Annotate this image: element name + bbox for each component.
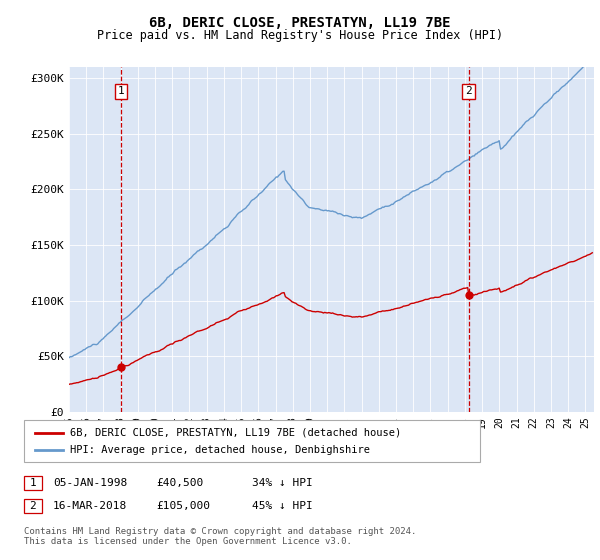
- Text: 1: 1: [118, 86, 124, 96]
- Text: 2: 2: [29, 501, 37, 511]
- Text: £105,000: £105,000: [156, 501, 210, 511]
- Text: 1: 1: [29, 478, 37, 488]
- Text: 34% ↓ HPI: 34% ↓ HPI: [252, 478, 313, 488]
- Text: 45% ↓ HPI: 45% ↓ HPI: [252, 501, 313, 511]
- Text: HPI: Average price, detached house, Denbighshire: HPI: Average price, detached house, Denb…: [70, 445, 370, 455]
- Text: 6B, DERIC CLOSE, PRESTATYN, LL19 7BE (detached house): 6B, DERIC CLOSE, PRESTATYN, LL19 7BE (de…: [70, 428, 401, 437]
- Text: Contains HM Land Registry data © Crown copyright and database right 2024.
This d: Contains HM Land Registry data © Crown c…: [24, 526, 416, 546]
- Text: 16-MAR-2018: 16-MAR-2018: [53, 501, 127, 511]
- Text: 2: 2: [465, 86, 472, 96]
- Text: 05-JAN-1998: 05-JAN-1998: [53, 478, 127, 488]
- Text: Price paid vs. HM Land Registry's House Price Index (HPI): Price paid vs. HM Land Registry's House …: [97, 29, 503, 42]
- Text: £40,500: £40,500: [156, 478, 203, 488]
- Text: 6B, DERIC CLOSE, PRESTATYN, LL19 7BE: 6B, DERIC CLOSE, PRESTATYN, LL19 7BE: [149, 16, 451, 30]
